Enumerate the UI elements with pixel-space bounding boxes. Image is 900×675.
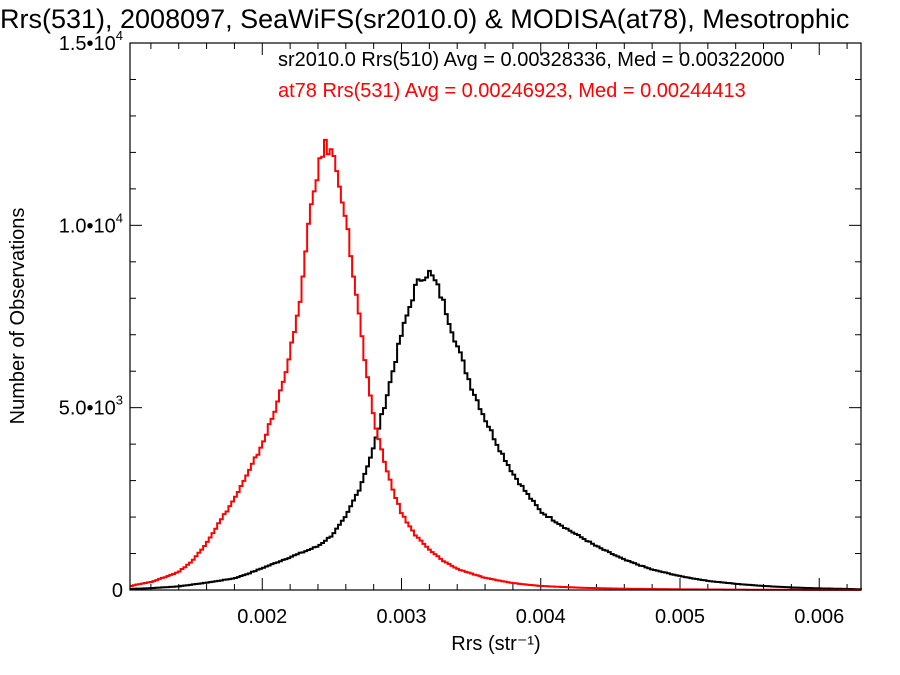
chart-title: Rrs(531), 2008097, SeaWiFS(sr2010.0) & M… — [0, 4, 849, 34]
legend: sr2010.0 Rrs(510) Avg = 0.00328336, Med … — [278, 49, 785, 102]
x-tick-labels: 0.002 0.003 0.004 0.005 0.006 — [237, 606, 844, 628]
x-tick-label: 0.003 — [376, 606, 426, 628]
x-tick-label: 0.006 — [794, 606, 844, 628]
x-tick-label: 0.002 — [237, 606, 287, 628]
y-tick-label: 5.0•103 — [59, 393, 123, 420]
x-tick-label: 0.005 — [655, 606, 705, 628]
legend-entry-at78: at78 Rrs(531) Avg = 0.00246923, Med = 0.… — [278, 80, 746, 102]
x-tick-label: 0.004 — [516, 606, 566, 628]
legend-entry-sr2010: sr2010.0 Rrs(510) Avg = 0.00328336, Med … — [278, 49, 785, 71]
y-tick-labels: 0 5.0•103 1.0•104 1.5•104 — [59, 28, 123, 602]
series-line-at78 — [130, 138, 862, 591]
y-tick-label: 1.0•104 — [59, 210, 123, 237]
axis-ticks — [130, 42, 861, 591]
x-axis-label: Rrs (str⁻¹) — [451, 633, 540, 655]
plot-frame — [129, 42, 862, 591]
y-tick-label: 0 — [112, 580, 123, 602]
series-line-sr2010.0 — [130, 269, 862, 591]
y-axis-label: Number of Observations — [7, 208, 29, 425]
y-tick-label: 1.5•104 — [59, 28, 123, 55]
series-group — [130, 138, 862, 591]
